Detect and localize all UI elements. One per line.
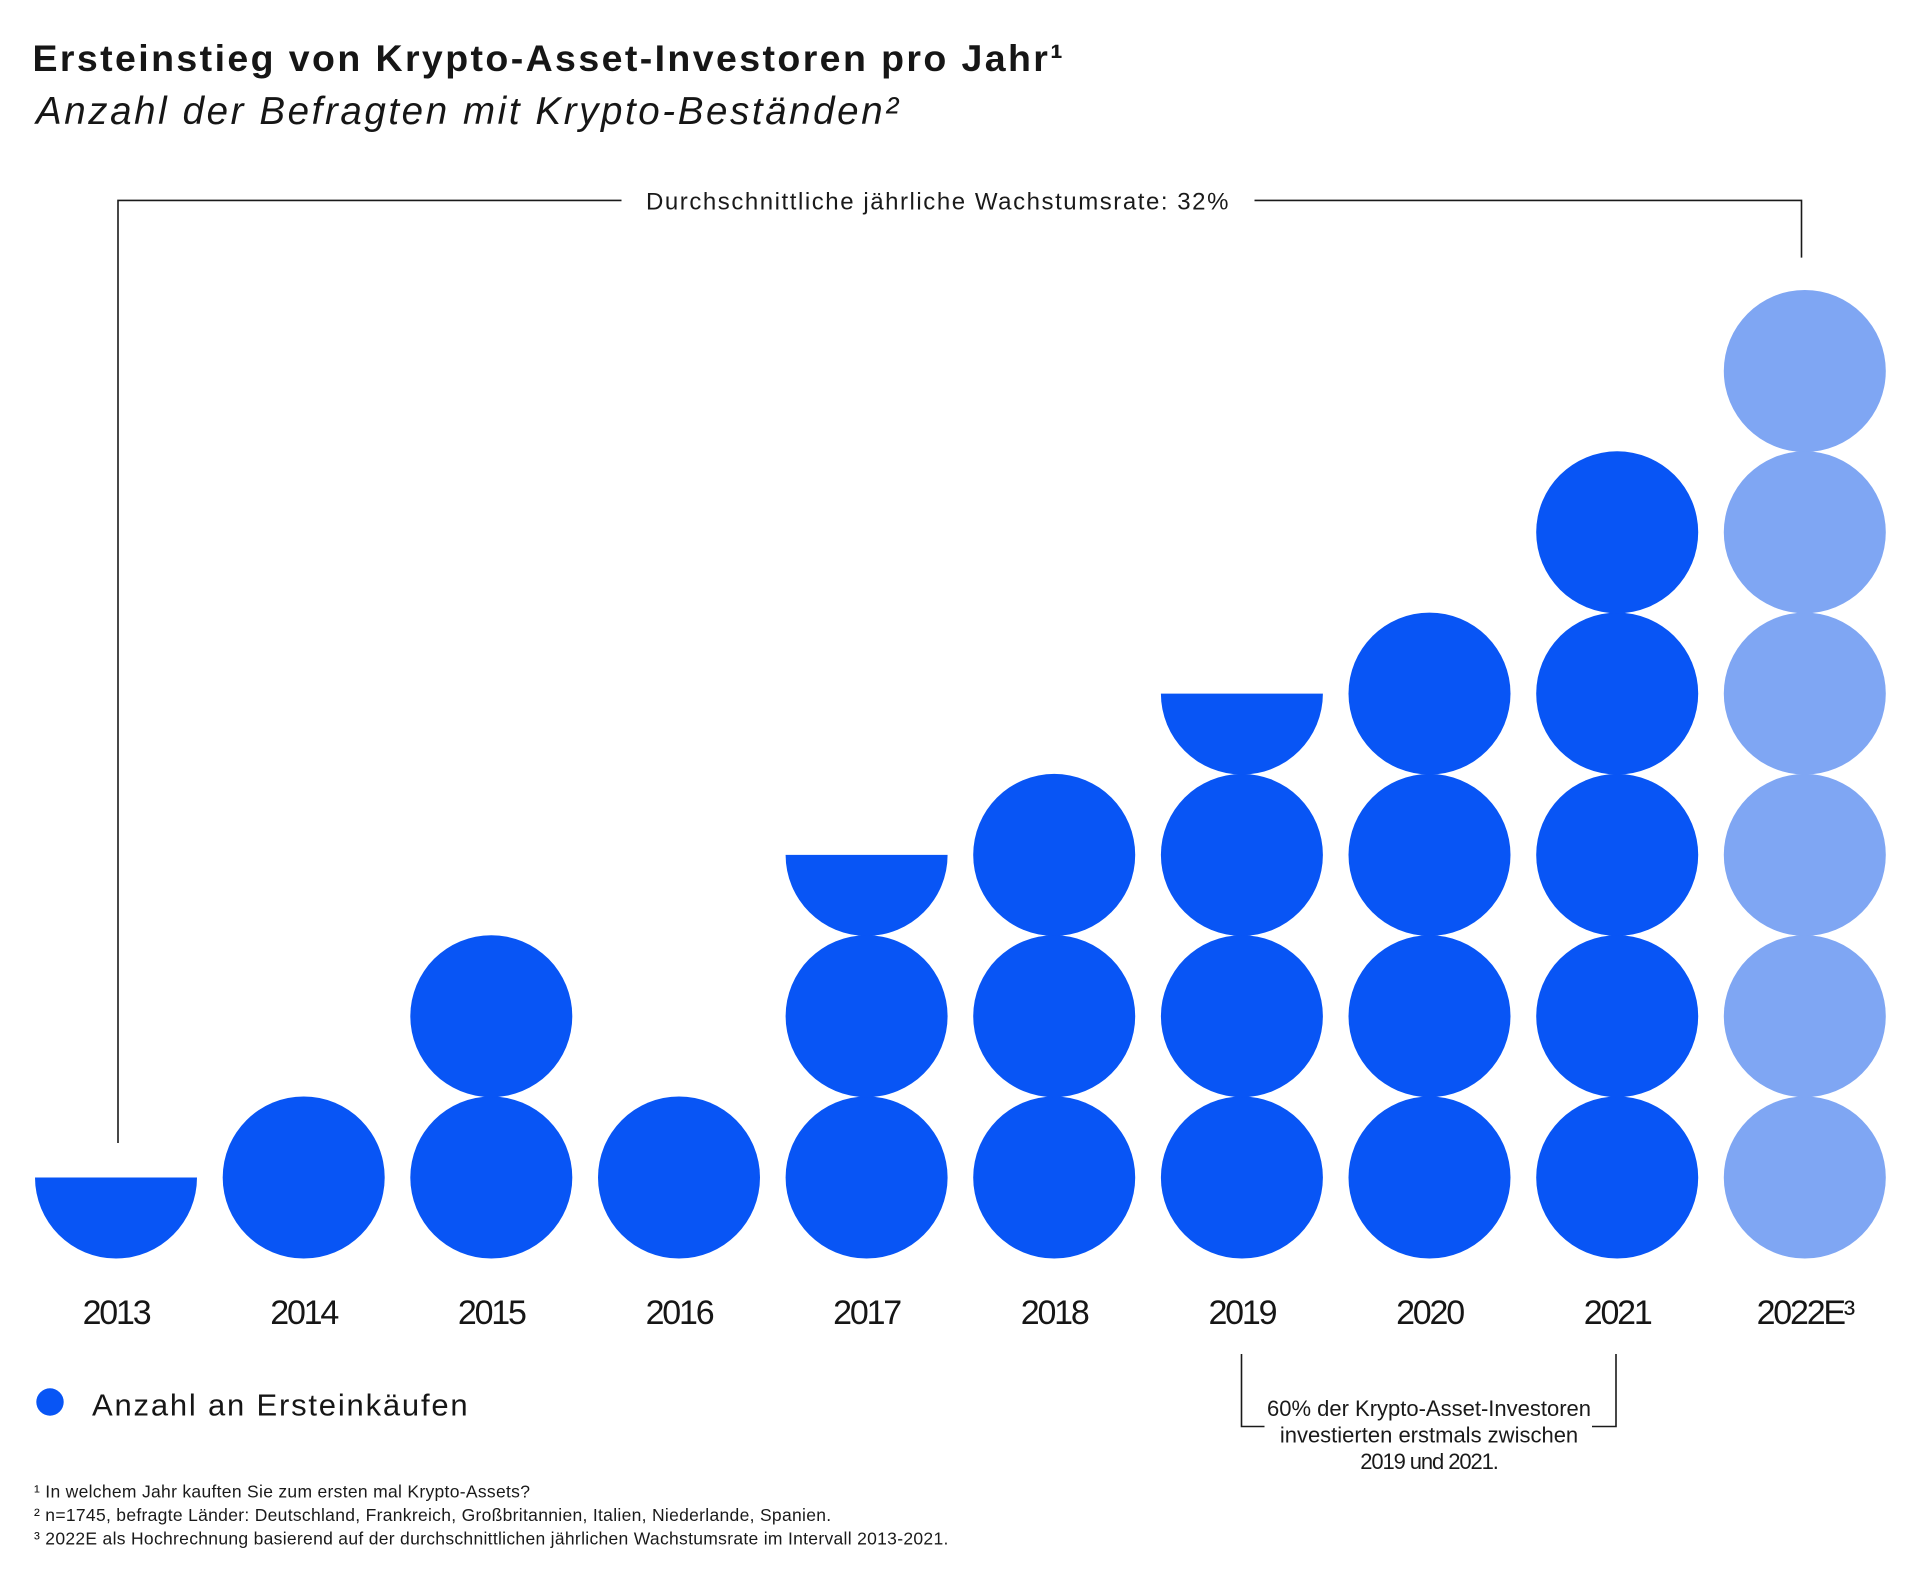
svg-text:2022E³: 2022E³ [1757, 1294, 1855, 1332]
svg-text:investierten erstmals zwischen: investierten erstmals zwischen [1280, 1423, 1578, 1448]
svg-text:2013: 2013 [83, 1294, 151, 1332]
svg-text:³ 2022E als Hochrechnung basie: ³ 2022E als Hochrechnung basierend auf d… [34, 1529, 949, 1549]
svg-text:2017: 2017 [833, 1294, 901, 1332]
svg-text:Ersteinstieg von Krypto-Asset-: Ersteinstieg von Krypto-Asset-Investoren… [33, 37, 1066, 79]
svg-text:Anzahl an Ersteinkäufen: Anzahl an Ersteinkäufen [92, 1388, 469, 1423]
svg-text:2014: 2014 [270, 1294, 338, 1332]
svg-text:² n=1745, befragte Länder: Deu: ² n=1745, befragte Länder: Deutschland, … [34, 1505, 831, 1525]
svg-text:¹ In welchem Jahr kauften Sie: ¹ In welchem Jahr kauften Sie zum ersten… [34, 1482, 530, 1502]
svg-text:Durchschnittliche jährliche Wa: Durchschnittliche jährliche Wachstumsrat… [646, 188, 1230, 215]
svg-text:2018: 2018 [1021, 1294, 1089, 1332]
svg-text:2021: 2021 [1584, 1294, 1652, 1332]
svg-text:2015: 2015 [458, 1294, 526, 1332]
svg-text:2016: 2016 [646, 1294, 714, 1332]
svg-text:60% der Krypto-Asset-Investore: 60% der Krypto-Asset-Investoren [1267, 1396, 1591, 1421]
svg-text:2019: 2019 [1208, 1294, 1276, 1332]
svg-text:Anzahl der Befragten mit Krypt: Anzahl der Befragten mit Krypto-Bestände… [34, 90, 901, 133]
svg-text:2019 und 2021.: 2019 und 2021. [1360, 1449, 1498, 1474]
svg-text:2020: 2020 [1396, 1294, 1464, 1332]
